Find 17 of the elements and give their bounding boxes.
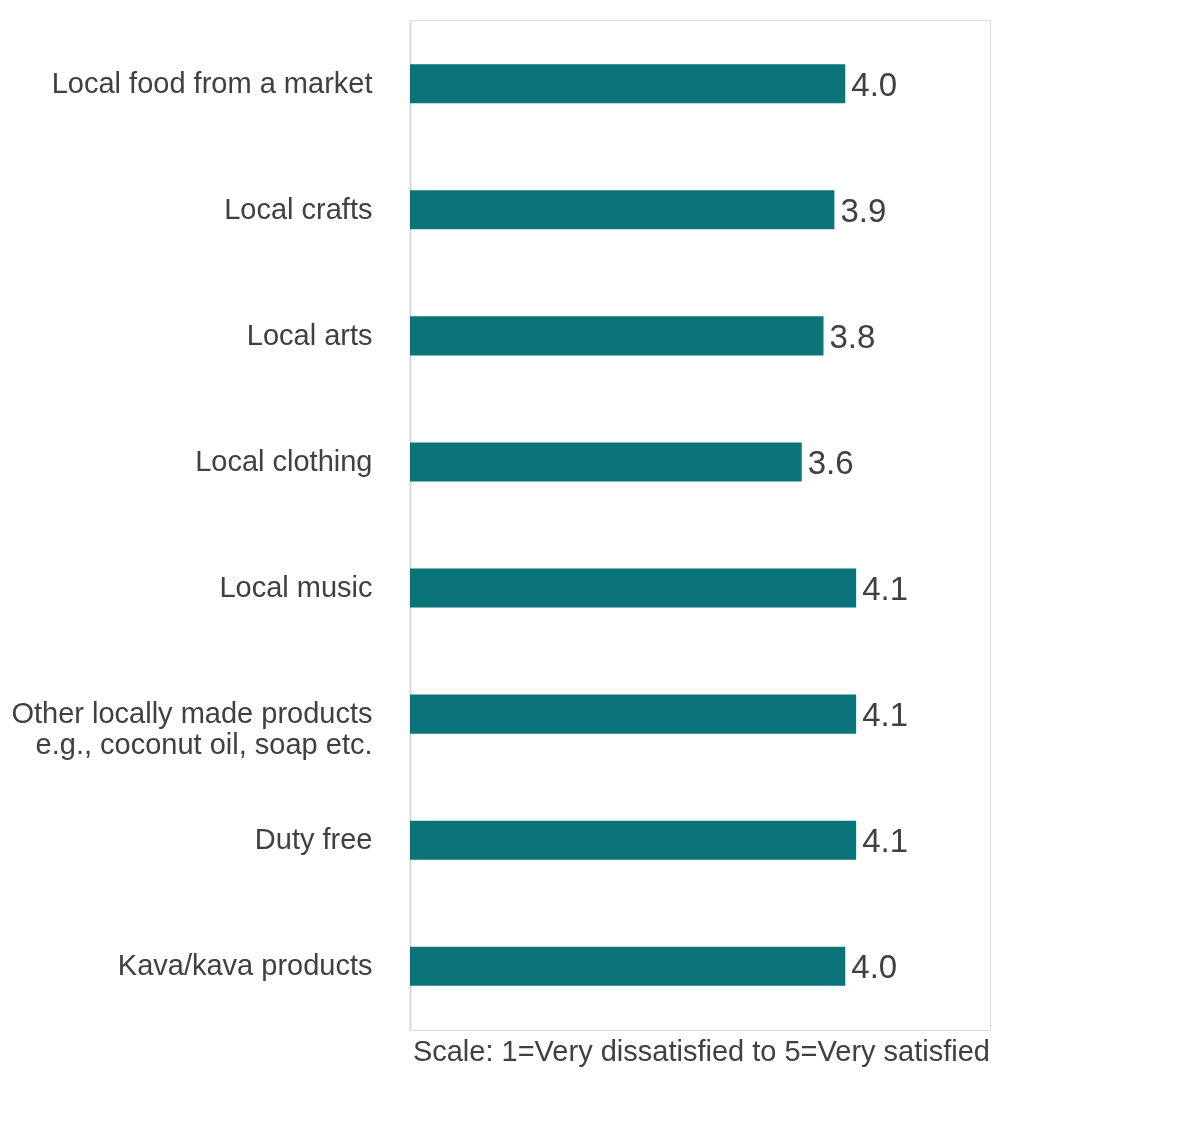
- y-tick-label: Local crafts: [224, 192, 373, 225]
- y-tick-label: Other locally made products e.g., coconut oil, soap etc.: [11, 697, 373, 761]
- y-tick-label: Local music: [219, 571, 373, 604]
- data-label: 4.0: [851, 65, 898, 103]
- data-label: 3.8: [829, 317, 876, 355]
- y-tick-label: Kava/kava products: [117, 949, 373, 982]
- y-tick-label: Local food from a market: [51, 66, 373, 99]
- text: Scale: 1=Very dissatisfied to 5=Very satisfied: [412, 1035, 990, 1067]
- y-tick-label: Local clothing: [195, 444, 373, 477]
- data-label: 3.6: [807, 443, 854, 481]
- data-label: 4.1: [862, 696, 909, 734]
- data-label: 4.0: [851, 948, 898, 986]
- y-tick-label: Local arts: [246, 318, 373, 351]
- data-label: 4.1: [862, 570, 909, 608]
- data-label: 3.9: [840, 191, 887, 229]
- data-label: 4.1: [862, 822, 909, 860]
- y-tick-label: Duty free: [254, 823, 373, 856]
